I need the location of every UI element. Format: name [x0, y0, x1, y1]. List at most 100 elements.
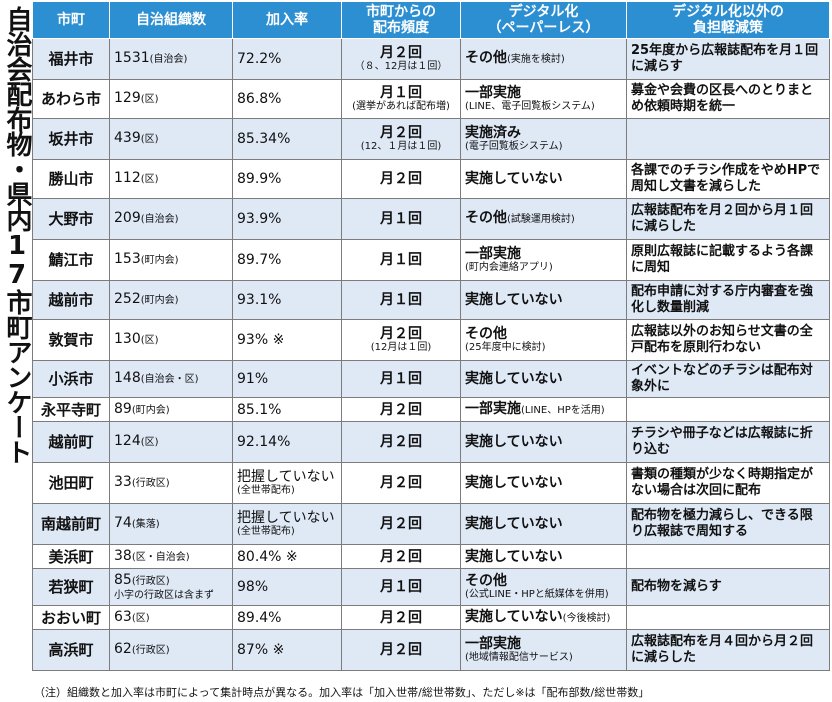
- rate-value: 98%: [237, 579, 269, 595]
- cell-measures: イベントなどのチラシは配布対象外に: [626, 360, 830, 398]
- cell-orgs: 74(集落): [109, 503, 233, 545]
- orgs-count: 209: [114, 210, 141, 226]
- cell-rate: 98%: [232, 568, 342, 606]
- orgs-type: (自治会): [149, 54, 188, 65]
- rate-value: 72.2%: [237, 51, 282, 67]
- cell-orgs: 85(行政区) 小字の行政区は含まず: [109, 568, 233, 606]
- orgs-type: (集落): [131, 519, 160, 530]
- cell-frequency: 月１回 (選挙があれば配布増): [341, 79, 461, 119]
- cell-frequency: 月１回: [341, 360, 461, 398]
- cell-frequency: 月２回: [341, 544, 461, 569]
- frequency-subnote: （８、12月は１回）: [354, 61, 448, 72]
- cell-measures: チラシや冊子などは広報誌に折り込む: [626, 421, 830, 463]
- cell-rate: 85.1%: [232, 397, 342, 422]
- cell-digital: 一部実施 (地域情報配信サービス): [460, 629, 627, 671]
- rate-value: 86.8%: [237, 91, 282, 107]
- frequency-value: 月２回: [380, 548, 422, 565]
- cell-digital: 実施していない: [460, 360, 627, 398]
- frequency-value: 月２回: [380, 125, 422, 141]
- table-row: 池田町 33(行政区) 把握していない (全世帯配布) 月２回 実施していない 書類の種類が…: [32, 462, 830, 504]
- orgs-count: 38: [114, 547, 132, 564]
- frequency-subnote: (選挙があれば配布増): [352, 101, 450, 112]
- orgs-count: 62: [114, 641, 132, 657]
- frequency-value: 月１回: [380, 85, 422, 101]
- rate-value: 89.4%: [237, 609, 282, 626]
- cell-digital: その他 (公式LINE・HPと紙媒体を併用): [460, 568, 627, 606]
- header-rate: 加入率: [232, 1, 342, 39]
- cell-measures: [626, 397, 830, 422]
- cell-rate: 85.34%: [232, 118, 342, 160]
- frequency-value: 月２回: [380, 516, 422, 532]
- orgs-type: (区): [131, 612, 150, 624]
- cell-city: おおい町: [32, 605, 110, 630]
- cell-orgs: 63(区): [109, 605, 233, 630]
- cell-digital: その他(実施を検討): [460, 38, 627, 80]
- digital-note: (LINE、HPを活用): [521, 404, 605, 416]
- table-row: 大野市 209(自治会) 93.9% 月１回 その他(試験運用検討) 広報誌配布を月２回か…: [32, 198, 830, 240]
- survey-table: 市町 自治組織数 加入率 市町からの 配布頻度 デジタル化 （ペーパーレス） デ…: [32, 1, 830, 671]
- digital-note: (今後検討): [562, 612, 611, 624]
- orgs-count: 153: [114, 251, 141, 267]
- orgs-type: (町内会): [140, 295, 179, 306]
- cell-measures: [626, 544, 830, 569]
- cell-frequency: 月２回: [341, 629, 461, 671]
- cell-rate: 93% ※: [232, 319, 342, 361]
- cell-frequency: 月２回: [341, 605, 461, 630]
- cell-measures: 配布物を減らす: [626, 568, 830, 606]
- cell-digital: 実施していない: [460, 503, 627, 545]
- orgs-count: 439: [114, 130, 141, 146]
- cell-frequency: 月２回: [341, 159, 461, 199]
- side-title: 自治会配布物・県内17市町アンケート: [0, 0, 32, 690]
- orgs-count: 148: [114, 370, 141, 386]
- cell-rate: 把握していない (全世帯配布): [232, 503, 342, 545]
- frequency-value: 月２回: [380, 45, 422, 61]
- table-row: 南越前町 74(集落) 把握していない (全世帯配布) 月２回 実施していない 配布物を極力…: [32, 503, 830, 545]
- orgs-count: 129: [114, 90, 141, 106]
- table-row: 若狭町 85(行政区) 小字の行政区は含まず 98% 月１回 その他 (公式LINE・HPと…: [32, 568, 830, 606]
- cell-frequency: 月１回: [341, 198, 461, 240]
- frequency-value: 月２回: [380, 642, 422, 658]
- header-orgs: 自治組織数: [109, 1, 233, 39]
- header-measures: デジタル化以外の 負担軽減策: [626, 1, 830, 39]
- cell-frequency: 月２回 (12、１月は１回): [341, 118, 461, 160]
- table-row: 勝山市 112(区) 89.9% 月２回 実施していない 各課でのチラシ作成をやめHPで周…: [32, 159, 830, 199]
- orgs-type: (区): [140, 335, 159, 346]
- cell-measures: 25年度から広報誌配布を月１回に減らす: [626, 38, 830, 80]
- table-row: 美浜町 38(区・自治会) 80.4% ※ 月２回 実施していない: [32, 544, 830, 569]
- footnote: （注）組織数と加入率は市町によって集計時点が異なる。加入率は「加入世帯/総世帯数…: [34, 686, 650, 699]
- table-row: 敦賀市 130(区) 93% ※ 月２回 (12月は１回) その他 (25年度中に検討) 広報…: [32, 319, 830, 361]
- cell-digital: 一部実施 (町内会連絡アプリ): [460, 239, 627, 281]
- digital-subnote: (公式LINE・HPと紙媒体を併用): [465, 589, 609, 600]
- cell-orgs: 148(自治会・区): [109, 360, 233, 398]
- digital-status: 実施していない: [465, 292, 563, 308]
- digital-status: 実施していない: [465, 516, 563, 532]
- cell-frequency: 月２回: [341, 462, 461, 504]
- digital-subnote: (地域情報配信サービス): [465, 652, 573, 663]
- cell-rate: 91%: [232, 360, 342, 398]
- cell-digital: 実施していない(今後検討): [460, 605, 627, 630]
- cell-measures: 配布申請に対する庁内審査を強化し数量削減: [626, 280, 830, 320]
- cell-city: 越前町: [32, 421, 110, 463]
- frequency-value: 月１回: [380, 292, 422, 308]
- orgs-type: (自治会): [140, 214, 179, 225]
- cell-digital: 実施していない: [460, 280, 627, 320]
- side-title-text: 自治会配布物・県内17市町アンケート: [2, 6, 32, 464]
- cell-city: 福井市: [32, 38, 110, 80]
- cell-measures: 各課でのチラシ作成をやめHPで周知し文書を減らした: [626, 159, 830, 199]
- orgs-count: 130: [114, 331, 141, 347]
- cell-city: 池田町: [32, 462, 110, 504]
- cell-orgs: 153(町内会): [109, 239, 233, 281]
- cell-measures: 募金や会費の区長へのとりまとめ依頼時期を統一: [626, 79, 830, 119]
- orgs-count: 33: [114, 474, 132, 490]
- frequency-value: 月１回: [380, 371, 422, 387]
- digital-status: 一部実施: [465, 85, 521, 101]
- digital-status: 実施していない: [465, 608, 563, 625]
- rate-value: 80.4% ※: [237, 548, 298, 565]
- orgs-type: (行政区): [131, 645, 170, 656]
- table-row: 越前市 252(町内会) 93.1% 月１回 実施していない 配布申請に対する庁内審査を強…: [32, 280, 830, 320]
- frequency-value: 月２回: [380, 475, 422, 491]
- digital-status: その他: [465, 50, 507, 66]
- cell-orgs: 124(区): [109, 421, 233, 463]
- table-row: あわら市 129(区) 86.8% 月１回 (選挙があれば配布増) 一部実施 (LINE、電…: [32, 79, 830, 119]
- cell-city: 美浜町: [32, 544, 110, 569]
